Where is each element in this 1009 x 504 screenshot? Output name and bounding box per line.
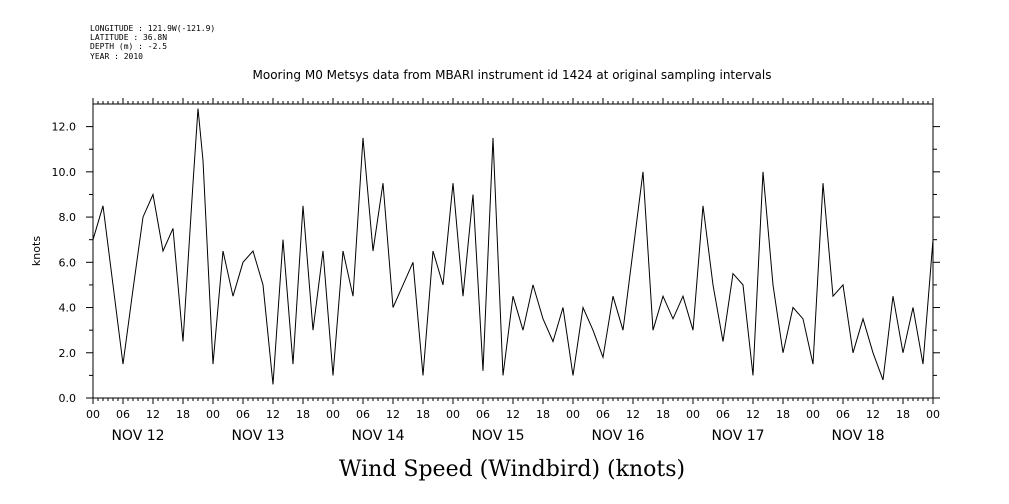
x-tick-label: 00 <box>926 408 940 421</box>
x-tick-label: 18 <box>536 408 550 421</box>
wind-speed-line <box>92 108 934 385</box>
x-day-label: NOV 16 <box>591 428 644 444</box>
x-axis: 00 06 12 18 00 06 12 18 00 06 12 18 00 06 12 18 00 06 12 18… <box>86 98 940 444</box>
depth-label: DEPTH (m) : -2.5 <box>90 42 167 51</box>
x-tick-label: 06 <box>356 408 370 421</box>
x-tick-label: 18 <box>656 408 670 421</box>
x-tick-label: 06 <box>476 408 490 421</box>
x-day-label: NOV 14 <box>351 428 404 444</box>
x-tick-label: 18 <box>776 408 790 421</box>
y-tick-label: 8.0 <box>59 211 77 224</box>
x-tick-label: 06 <box>236 408 250 421</box>
x-tick-label: 00 <box>806 408 820 421</box>
x-axis-title: Wind Speed (Windbird) (knots) <box>339 457 685 482</box>
latitude-label: LATITUDE : 36.8N <box>90 33 167 42</box>
x-tick-label: 12 <box>386 408 400 421</box>
chart-title: Mooring M0 Metsys data from MBARI instru… <box>253 68 772 82</box>
y-tick-label: 4.0 <box>59 302 77 315</box>
x-tick-label: 06 <box>716 408 730 421</box>
x-tick-label: 00 <box>566 408 580 421</box>
x-tick-label: 00 <box>446 408 460 421</box>
x-day-label: NOV 15 <box>471 428 524 444</box>
plot-frame <box>92 103 934 399</box>
x-tick-label: 00 <box>686 408 700 421</box>
y-tick-label: 2.0 <box>59 347 77 360</box>
x-tick-label: 12 <box>506 408 520 421</box>
x-tick-label: 12 <box>746 408 760 421</box>
x-tick-label: 18 <box>176 408 190 421</box>
x-tick-label: 00 <box>86 408 100 421</box>
y-tick-label: 0.0 <box>59 392 77 405</box>
x-day-label: NOV 17 <box>711 428 764 444</box>
x-tick-label: 12 <box>626 408 640 421</box>
y-tick-label: 12.0 <box>52 121 77 134</box>
x-day-label: NOV 18 <box>831 428 884 444</box>
x-tick-label: 12 <box>266 408 280 421</box>
y-axis: 0.0 2.0 4.0 6.0 8.0 10.0 12.0 <box>52 121 940 405</box>
y-axis-label: knots <box>30 236 43 266</box>
x-tick-label: 06 <box>116 408 130 421</box>
x-tick-label: 00 <box>326 408 340 421</box>
x-tick-label: 18 <box>296 408 310 421</box>
year-label: YEAR : 2010 <box>90 52 143 61</box>
x-tick-label: 12 <box>146 408 160 421</box>
x-day-label: NOV 12 <box>111 428 164 444</box>
longitude-label: LONGITUDE : 121.9W(-121.9) <box>90 24 215 33</box>
y-tick-label: 6.0 <box>59 256 77 269</box>
x-tick-label: 06 <box>596 408 610 421</box>
x-tick-label: 06 <box>836 408 850 421</box>
x-tick-label: 12 <box>866 408 880 421</box>
x-day-label: NOV 13 <box>231 428 284 444</box>
y-tick-label: 10.0 <box>52 166 77 179</box>
x-tick-label: 18 <box>896 408 910 421</box>
x-tick-label: 00 <box>206 408 220 421</box>
x-tick-label: 18 <box>416 408 430 421</box>
